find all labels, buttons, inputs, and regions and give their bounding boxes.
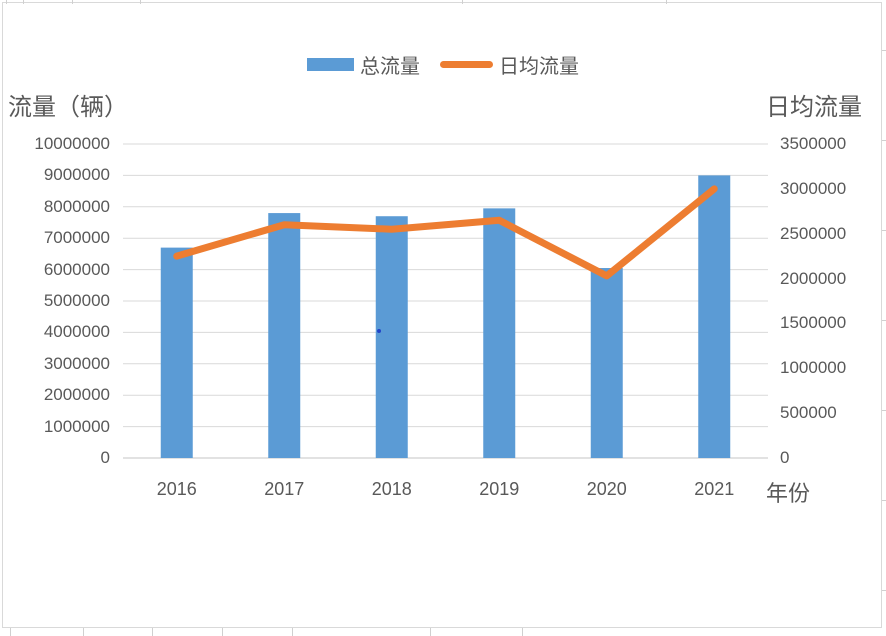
sheet-column-gridline bbox=[6, 0, 7, 4]
left-axis-tick-label: 1000000 bbox=[43, 416, 110, 436]
bar-2021[interactable] bbox=[698, 175, 731, 458]
x-axis-tick-label: 2021 bbox=[694, 479, 735, 499]
right-axis-tick-label: 3000000 bbox=[780, 178, 847, 198]
left-axis-title: 流量（辆） bbox=[8, 94, 128, 121]
sheet-column-gridline bbox=[140, 0, 141, 4]
bar-2016[interactable] bbox=[160, 247, 193, 458]
right-axis-title: 日均流量 bbox=[766, 94, 862, 121]
right-axis-tick-label: 1000000 bbox=[780, 358, 847, 378]
x-axis-tick-label: 2016 bbox=[156, 479, 197, 499]
right-axis-tick-label: 1500000 bbox=[780, 313, 847, 333]
x-axis-tick-label: 2020 bbox=[586, 479, 627, 499]
left-axis-tick-label: 7000000 bbox=[43, 228, 110, 248]
right-axis-tick-label: 2000000 bbox=[780, 268, 847, 288]
sheet-column-gridline bbox=[462, 0, 463, 4]
sheet-column-gridline bbox=[522, 628, 523, 636]
legend-item-daily-avg-flow[interactable]: 日均流量 bbox=[440, 50, 579, 79]
bar-2018[interactable] bbox=[375, 216, 408, 458]
left-axis-tick-label: 2000000 bbox=[43, 385, 110, 405]
sheet-row-gridline bbox=[882, 320, 886, 321]
sheet-row-gridline bbox=[882, 50, 886, 51]
x-axis-tick-label: 2019 bbox=[479, 479, 520, 499]
legend-label-daily-avg-flow: 日均流量 bbox=[499, 56, 579, 78]
sheet-column-gridline bbox=[430, 628, 431, 636]
sheet-column-gridline bbox=[23, 0, 24, 4]
sheet-column-gridline bbox=[152, 628, 153, 636]
bar-2017[interactable] bbox=[268, 213, 301, 458]
sheet-row-gridline bbox=[882, 500, 886, 501]
bar-series-swatch-icon bbox=[307, 58, 354, 71]
daily-avg-flow-line[interactable] bbox=[173, 185, 718, 280]
left-axis-tick-label: 3000000 bbox=[43, 353, 110, 373]
sheet-column-gridline bbox=[292, 628, 293, 636]
sheet-column-gridline bbox=[72, 0, 73, 4]
left-axis-tick-label: 9000000 bbox=[43, 165, 110, 185]
right-axis-tick-label: 3500000 bbox=[780, 134, 847, 153]
right-axis-tick-label: 2500000 bbox=[780, 223, 847, 243]
sheet-row-gridline bbox=[882, 230, 886, 231]
stray-dot bbox=[377, 329, 381, 333]
left-axis-tick-label: 8000000 bbox=[43, 196, 110, 216]
left-axis-tick-label: 6000000 bbox=[43, 259, 110, 279]
x-axis-title: 年份 bbox=[766, 481, 811, 506]
left-axis-tick-label: 10000000 bbox=[34, 134, 110, 153]
right-axis-tick-label: 0 bbox=[780, 448, 790, 467]
left-axis-tick-label: 5000000 bbox=[43, 291, 110, 310]
sheet-column-gridline bbox=[83, 628, 84, 636]
sheet-row-gridline bbox=[882, 410, 886, 411]
sheet-column-gridline bbox=[222, 628, 223, 636]
x-axis-tick-label: 2017 bbox=[264, 479, 305, 499]
legend-label-total-flow: 总流量 bbox=[360, 56, 420, 78]
chart-object-border[interactable] bbox=[2, 2, 882, 628]
line-series-swatch-icon bbox=[440, 61, 493, 68]
left-axis-tick-label: 4000000 bbox=[43, 322, 110, 342]
bar-2019[interactable] bbox=[483, 208, 516, 458]
sheet-column-gridline bbox=[666, 0, 667, 4]
right-axis-tick-label: 500000 bbox=[780, 403, 837, 423]
chart-legend: 总流量 日均流量 bbox=[0, 50, 886, 79]
legend-item-total-flow[interactable]: 总流量 bbox=[307, 50, 420, 79]
bar-2020[interactable] bbox=[590, 268, 623, 458]
sheet-row-gridline bbox=[882, 590, 886, 591]
sheet-column-gridline bbox=[10, 628, 11, 636]
left-axis-tick-label: 0 bbox=[100, 448, 110, 467]
sheet-row-gridline bbox=[882, 140, 886, 141]
x-axis-tick-label: 2018 bbox=[371, 479, 412, 499]
